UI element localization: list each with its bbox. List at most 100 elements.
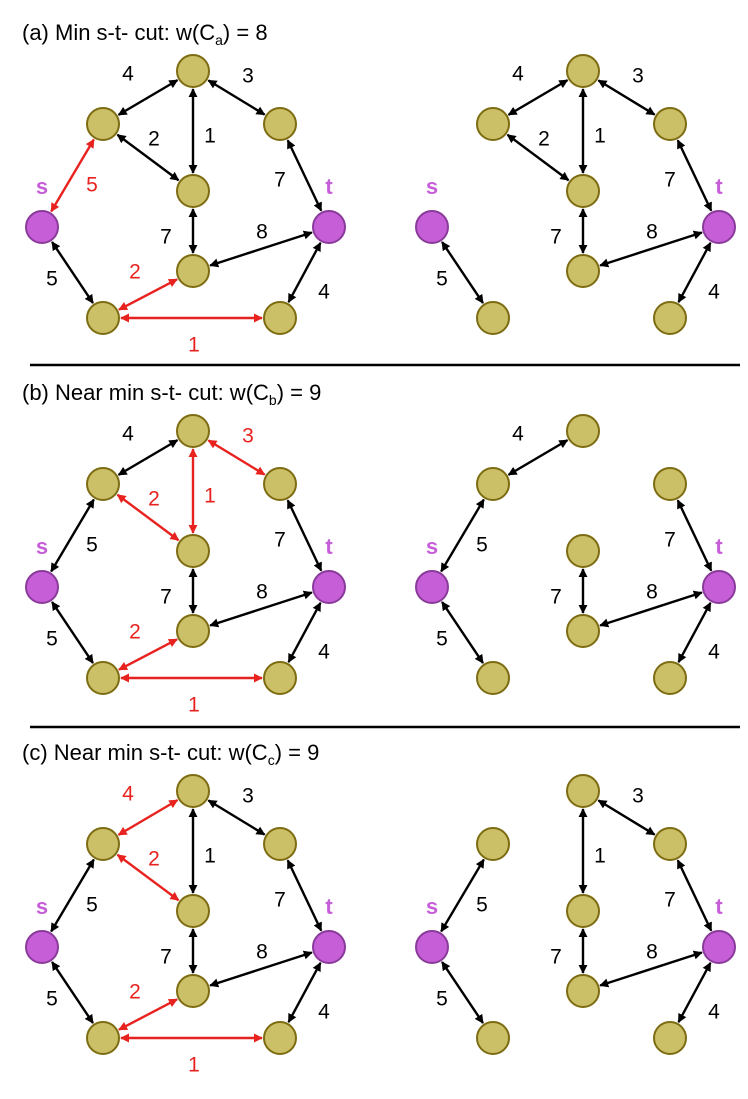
terminal-label-s: s — [36, 894, 48, 919]
edge-weight-v0-v1: 4 — [122, 783, 134, 806]
edge-v5-t — [599, 230, 703, 268]
edge-v1-v4 — [506, 133, 570, 182]
edge-weight-v0-v1: 4 — [512, 423, 524, 446]
edge-weight-v4-v5: 7 — [160, 946, 172, 969]
graph-node — [476, 661, 510, 695]
edge-v0-v2 — [597, 79, 656, 116]
edge-v0-v1 — [117, 439, 179, 476]
edge-v5-t — [599, 950, 703, 988]
edge-weight-s-v1: 5 — [86, 174, 98, 197]
graph-node — [176, 254, 210, 288]
graph-node — [263, 467, 297, 501]
edge-weight-v0-v4: 1 — [204, 125, 216, 148]
edge-weight-v7-t: 4 — [708, 641, 720, 664]
graph-node — [653, 661, 687, 695]
terminal-node-t — [312, 570, 346, 604]
graph-node — [566, 174, 600, 208]
panel-title-a: (a) Min s-t- cut: w(Ca) = 8 — [22, 20, 268, 48]
edge-weight-v5-t: 8 — [646, 581, 658, 604]
edge-v5-t — [209, 230, 313, 268]
graph-node — [86, 827, 120, 861]
edge-v0-v1 — [507, 439, 569, 476]
edge-s-v6 — [51, 241, 94, 304]
edge-weight-v4-v5: 7 — [550, 586, 562, 609]
edge-s-v1 — [50, 858, 95, 933]
edge-weight-s-v1: 5 — [476, 894, 488, 917]
edge-weight-v1-v4: 2 — [148, 128, 160, 151]
terminal-label-t: t — [325, 534, 333, 559]
terminal-node-t — [702, 570, 736, 604]
edge-v1-v4 — [116, 133, 180, 182]
edge-weight-v6-v7: 1 — [188, 334, 200, 357]
edge-weight-v5-v6: 2 — [129, 261, 141, 284]
graph-node — [653, 467, 687, 501]
graph-node — [176, 174, 210, 208]
graph-node — [86, 661, 120, 695]
edge-weight-v5-t: 8 — [256, 221, 268, 244]
edge-v0-v1 — [507, 79, 569, 116]
terminal-label-t: t — [325, 894, 333, 919]
edge-v0-v1 — [117, 79, 179, 116]
graph-node — [566, 774, 600, 808]
edge-s-v6 — [441, 601, 484, 664]
graph-node — [176, 774, 210, 808]
edge-weight-v5-v6: 2 — [129, 981, 141, 1004]
edge-weight-v5-v6: 2 — [129, 621, 141, 644]
cut-edge-v1-v4 — [116, 853, 180, 902]
terminal-label-t: t — [715, 534, 723, 559]
cut-edge-v5-v6 — [118, 638, 178, 671]
graph-b-residual: 4 5 7 7 8 5 4 s t — [415, 414, 736, 695]
cut-edge-v1-v4 — [116, 493, 180, 542]
edge-weight-s-v6: 5 — [46, 988, 58, 1011]
graph-node — [566, 54, 600, 88]
edge-weight-v1-v4: 2 — [538, 128, 550, 151]
edge-weight-v1-v4: 2 — [148, 488, 160, 511]
edge-weight-v0-v2: 3 — [632, 785, 644, 808]
edge-v2-t — [286, 859, 323, 932]
cut-edge-v5-v6 — [118, 998, 178, 1031]
edge-weight-s-v6: 5 — [436, 268, 448, 291]
terminal-node-s — [415, 210, 449, 244]
edge-s-v1 — [50, 498, 95, 573]
terminal-label-s: s — [426, 534, 438, 559]
edge-v2-t — [676, 139, 713, 212]
graph-node — [176, 54, 210, 88]
terminal-node-t — [702, 930, 736, 964]
graph-c-residual: 3 1 5 7 7 8 5 4 s t — [415, 774, 736, 1055]
edge-weight-v0-v4: 1 — [594, 125, 606, 148]
graph-node — [263, 107, 297, 141]
terminal-label-s: s — [426, 894, 438, 919]
edge-weight-v0-v2: 3 — [242, 425, 254, 448]
edge-s-v6 — [51, 961, 94, 1024]
graph-node — [566, 614, 600, 648]
graph-node — [653, 107, 687, 141]
edge-weight-v5-t: 8 — [256, 941, 268, 964]
edge-v2-t — [676, 859, 713, 932]
edge-weight-v0-v1: 4 — [122, 423, 134, 446]
edge-weight-v2-t: 7 — [274, 529, 286, 552]
panel-title-c: (c) Near min s-t- cut: w(Cc) = 9 — [22, 740, 319, 768]
terminal-node-t — [702, 210, 736, 244]
edge-s-v1 — [440, 858, 485, 933]
graph-b-original: 4 3 1 2 5 7 7 8 5 2 1 4 s t — [25, 414, 346, 717]
edge-weight-v5-t: 8 — [646, 221, 658, 244]
graph-a-original: 4 3 1 2 5 7 7 8 5 2 1 4 s t — [25, 54, 346, 357]
graph-node — [566, 974, 600, 1008]
graph-node — [566, 414, 600, 448]
edge-s-v6 — [51, 601, 94, 664]
edge-v7-t — [677, 962, 712, 1023]
edge-weight-s-v6: 5 — [436, 988, 448, 1011]
graph-node — [653, 827, 687, 861]
edge-weight-v2-t: 7 — [664, 529, 676, 552]
graph-node — [86, 301, 120, 335]
graph-node — [476, 301, 510, 335]
edge-s-v6 — [441, 961, 484, 1024]
cut-edge-s-v1 — [50, 138, 95, 213]
terminal-node-s — [25, 570, 59, 604]
graph-node — [653, 1021, 687, 1055]
edge-weight-v4-v5: 7 — [160, 586, 172, 609]
edge-weight-v0-v2: 3 — [242, 65, 254, 88]
edge-weight-v0-v1: 4 — [122, 63, 134, 86]
edge-v5-t — [599, 590, 703, 628]
